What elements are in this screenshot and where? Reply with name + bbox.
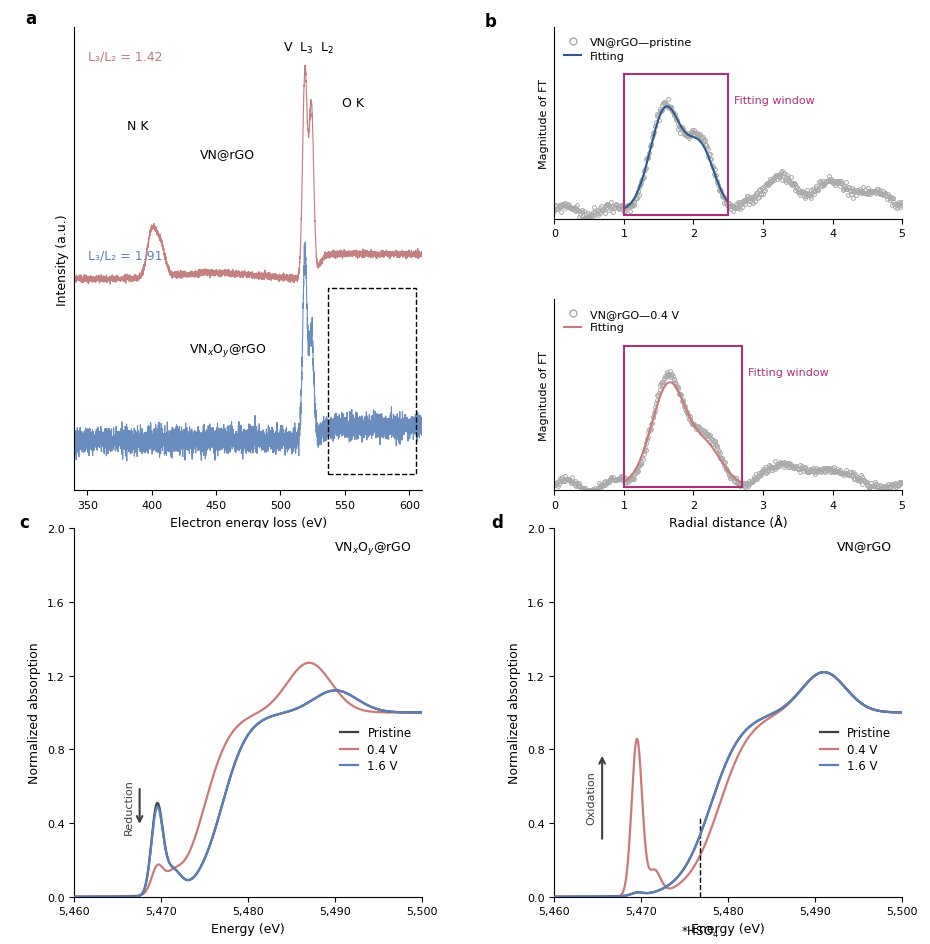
- Text: Reduction: Reduction: [125, 779, 134, 834]
- Text: L₃/L₂ = 1.91: L₃/L₂ = 1.91: [88, 249, 163, 262]
- Text: Fitting window: Fitting window: [734, 96, 815, 106]
- Text: c: c: [19, 514, 29, 531]
- Legend: Pristine, 0.4 V, 1.6 V: Pristine, 0.4 V, 1.6 V: [336, 722, 417, 777]
- Text: L₃/L₂ = 1.42: L₃/L₂ = 1.42: [88, 51, 163, 63]
- Bar: [328, 289, 416, 474]
- Text: V  L$_3$  L$_2$: V L$_3$ L$_2$: [283, 41, 334, 56]
- Legend: VN@rGO—pristine, Fitting: VN@rGO—pristine, Fitting: [560, 34, 697, 66]
- Bar: [624, 346, 742, 487]
- Text: VN$_x$O$_y$@rGO: VN$_x$O$_y$@rGO: [189, 341, 267, 358]
- X-axis label: Electron energy loss (eV): Electron energy loss (eV): [169, 516, 326, 530]
- X-axis label: Energy (eV): Energy (eV): [211, 922, 286, 936]
- X-axis label: Energy (eV): Energy (eV): [691, 922, 765, 936]
- Legend: Pristine, 0.4 V, 1.6 V: Pristine, 0.4 V, 1.6 V: [816, 722, 897, 777]
- Bar: [624, 75, 728, 215]
- Y-axis label: Magnitude of FT: Magnitude of FT: [538, 350, 549, 440]
- Y-axis label: Normalized absorption: Normalized absorption: [29, 642, 41, 784]
- Text: O K: O K: [342, 97, 365, 110]
- Legend: VN@rGO—0.4 V, Fitting: VN@rGO—0.4 V, Fitting: [560, 305, 684, 337]
- Text: N K: N K: [126, 120, 148, 133]
- Text: a: a: [26, 9, 37, 27]
- Text: d: d: [492, 514, 504, 531]
- X-axis label: Radial distance (Å): Radial distance (Å): [669, 516, 788, 530]
- Y-axis label: Normalized absorption: Normalized absorption: [509, 642, 522, 784]
- Text: b: b: [485, 13, 497, 31]
- Text: Fitting window: Fitting window: [748, 367, 829, 378]
- Text: Oxidation: Oxidation: [587, 770, 597, 824]
- Y-axis label: Intensity (a.u.): Intensity (a.u.): [56, 214, 69, 305]
- Y-axis label: Magnitude of FT: Magnitude of FT: [538, 79, 549, 169]
- Text: VN@rGO: VN@rGO: [200, 148, 255, 160]
- Text: VN@rGO: VN@rGO: [837, 540, 892, 552]
- Text: *HSO$_4$: *HSO$_4$: [682, 924, 720, 939]
- Text: VN$_x$O$_y$@rGO: VN$_x$O$_y$@rGO: [334, 540, 412, 557]
